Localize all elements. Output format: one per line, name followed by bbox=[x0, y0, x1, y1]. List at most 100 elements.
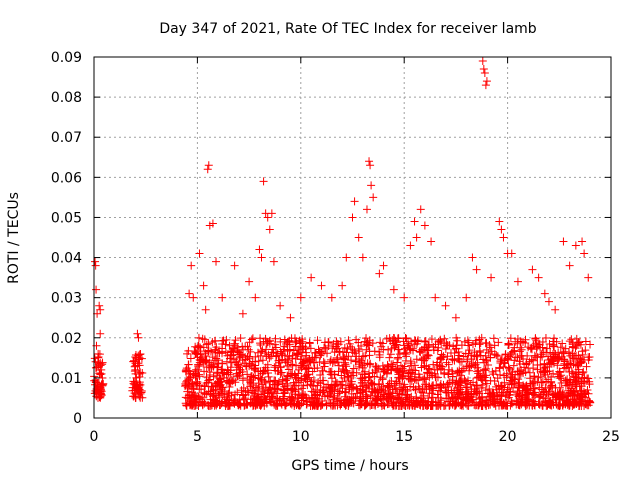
band-point bbox=[521, 338, 530, 347]
scatter-point bbox=[534, 273, 543, 282]
band-point bbox=[581, 346, 590, 355]
band-point bbox=[472, 336, 481, 345]
band-point bbox=[415, 347, 424, 356]
band-point bbox=[339, 398, 348, 407]
band-point bbox=[312, 353, 321, 362]
band-point bbox=[314, 345, 323, 354]
scatter-point bbox=[406, 241, 415, 250]
band-point bbox=[545, 339, 554, 348]
band-point bbox=[424, 364, 433, 373]
band-point bbox=[453, 336, 462, 345]
band-point bbox=[511, 337, 520, 346]
band-point bbox=[233, 360, 242, 369]
band-point bbox=[223, 351, 232, 360]
x-tick-label: 10 bbox=[292, 429, 310, 445]
x-tick-label: 20 bbox=[499, 429, 517, 445]
band-point bbox=[510, 375, 519, 384]
band-point bbox=[406, 382, 415, 391]
band-point bbox=[421, 380, 430, 389]
band-point bbox=[280, 382, 289, 391]
band-point bbox=[356, 392, 365, 401]
band-point bbox=[198, 393, 207, 402]
band-point bbox=[262, 352, 271, 361]
band-point bbox=[90, 389, 99, 398]
band-point bbox=[288, 369, 297, 378]
band-point bbox=[536, 392, 545, 401]
scatter-point bbox=[427, 237, 436, 246]
band-point bbox=[233, 343, 242, 352]
band-point bbox=[291, 390, 300, 399]
band-point bbox=[200, 382, 209, 391]
band-point bbox=[562, 376, 571, 385]
band-point bbox=[412, 376, 421, 385]
band-point bbox=[463, 336, 472, 345]
band-point bbox=[271, 334, 280, 343]
band-point bbox=[234, 400, 243, 409]
scatter-point bbox=[441, 301, 450, 310]
band-point bbox=[508, 347, 517, 356]
band-point bbox=[352, 335, 361, 344]
band-point bbox=[214, 359, 223, 368]
band-point bbox=[566, 397, 575, 406]
scatter-point bbox=[201, 305, 210, 314]
band-point bbox=[220, 369, 229, 378]
scatter-point bbox=[472, 265, 481, 274]
band-point bbox=[400, 362, 409, 371]
band-point bbox=[563, 392, 572, 401]
band-point bbox=[578, 374, 587, 383]
scatter-point bbox=[571, 241, 580, 250]
band-point bbox=[568, 380, 577, 389]
band-point bbox=[365, 351, 374, 360]
band-point bbox=[477, 383, 486, 392]
band-point bbox=[482, 356, 491, 365]
band-point bbox=[490, 350, 499, 359]
band-point bbox=[304, 363, 313, 372]
band-point bbox=[405, 394, 414, 403]
band-point bbox=[359, 381, 368, 390]
band-point bbox=[263, 360, 272, 369]
band-point bbox=[128, 383, 137, 392]
band-point bbox=[549, 400, 558, 409]
band-point bbox=[364, 381, 373, 390]
band-point bbox=[571, 344, 580, 353]
band-point bbox=[283, 362, 292, 371]
band-point bbox=[418, 345, 427, 354]
band-point bbox=[320, 392, 329, 401]
band-point bbox=[252, 396, 261, 405]
band-point bbox=[431, 397, 440, 406]
band-point bbox=[235, 353, 244, 362]
x-axis-label: GPS time / hours bbox=[291, 458, 408, 474]
scatter-point bbox=[92, 285, 101, 294]
band-point bbox=[225, 382, 234, 391]
band-point bbox=[402, 350, 411, 359]
band-point bbox=[324, 380, 333, 389]
band-point bbox=[357, 342, 366, 351]
band-point bbox=[204, 347, 213, 356]
y-axis-label: ROTI / TECUs bbox=[6, 192, 22, 284]
band-point bbox=[509, 361, 518, 370]
band-point bbox=[549, 356, 558, 365]
band-point bbox=[443, 380, 452, 389]
band-point bbox=[575, 391, 584, 400]
band-point bbox=[345, 339, 354, 348]
band-point bbox=[495, 401, 504, 410]
band-point bbox=[218, 344, 227, 353]
band-point bbox=[303, 397, 312, 406]
band-point bbox=[541, 362, 550, 371]
band-point bbox=[310, 353, 319, 362]
band-point bbox=[525, 368, 534, 377]
band-point bbox=[529, 397, 538, 406]
band-point bbox=[378, 375, 387, 384]
band-point bbox=[581, 337, 590, 346]
band-point bbox=[341, 360, 350, 369]
band-point bbox=[400, 341, 409, 350]
band-point bbox=[306, 344, 315, 353]
band-point bbox=[419, 355, 428, 364]
band-point bbox=[358, 352, 367, 361]
band-point bbox=[255, 382, 264, 391]
band-point bbox=[358, 363, 367, 372]
band-point bbox=[302, 351, 311, 360]
scatter-point bbox=[366, 161, 375, 170]
band-point bbox=[535, 400, 544, 409]
y-tick-label: 0 bbox=[73, 411, 82, 427]
